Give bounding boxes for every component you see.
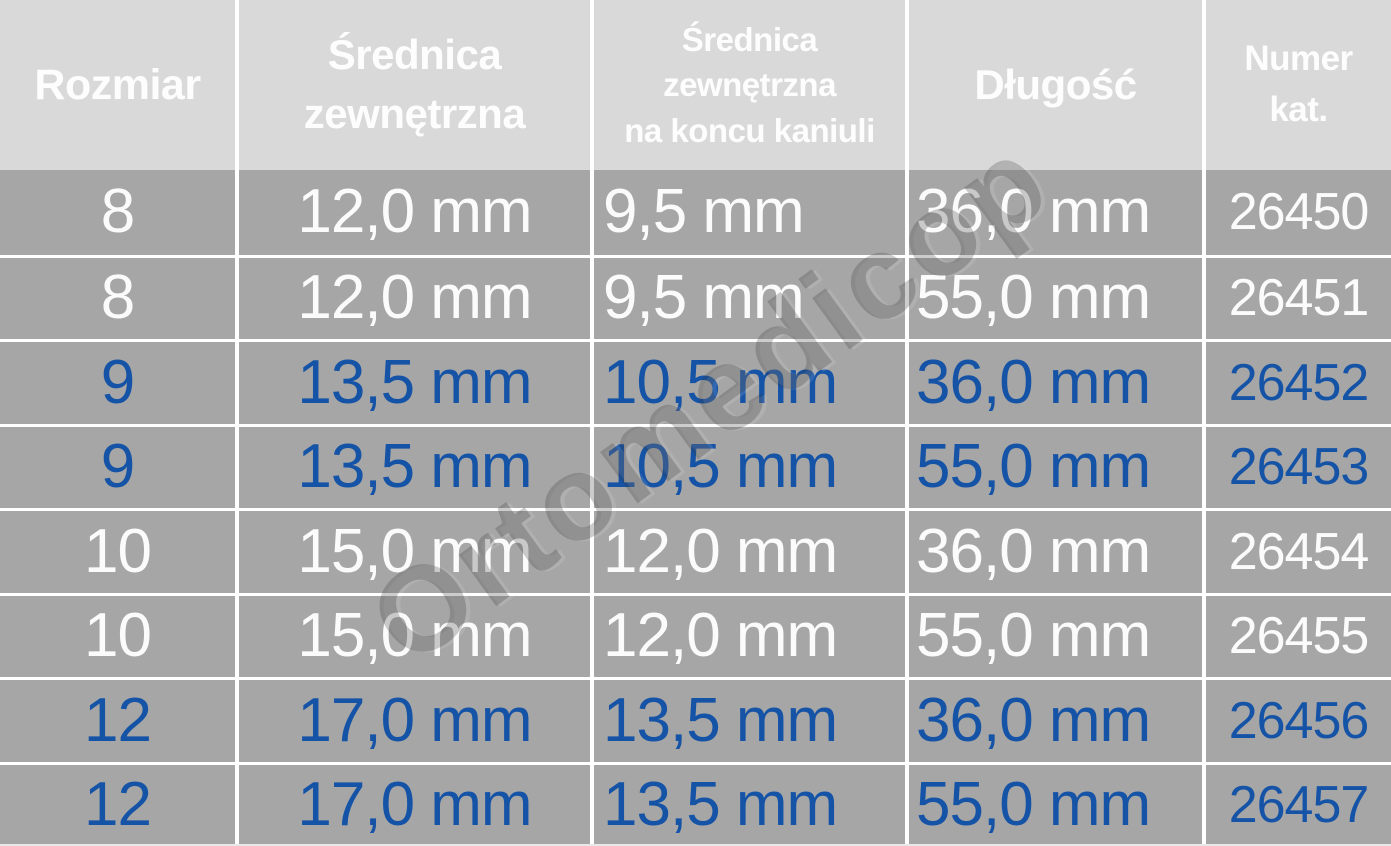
cell-cat-no: 26455 — [1202, 595, 1391, 677]
cell-tip-diameter: 9,5 mm — [590, 257, 905, 339]
table-row: 9 13,5 mm 10,5 mm 55,0 mm 26453 — [0, 423, 1391, 508]
table-row: 8 12,0 mm 9,5 mm 36,0 mm 26450 — [0, 170, 1391, 255]
cell-size: 9 — [100, 347, 135, 417]
cell-tip-diameter: 10,5 mm — [590, 426, 905, 508]
cell-size: 9 — [100, 432, 135, 502]
cell-size: 8 — [100, 177, 135, 247]
header-label: Średnica — [681, 20, 818, 58]
cell-size: 10 — [84, 516, 152, 586]
table-row: 12 17,0 mm 13,5 mm 36,0 mm 26456 — [0, 677, 1391, 762]
table-header-row: Rozmiar Średnica zewnętrzna Średnica zew… — [0, 0, 1391, 170]
cell-outer-diameter: 17,0 mm — [235, 764, 590, 844]
cell-cat-no: 26453 — [1202, 426, 1391, 508]
cell-tip-diameter: 12,0 mm — [590, 595, 905, 677]
header-label: Rozmiar — [34, 60, 201, 109]
cell-outer-diameter: 13,5 mm — [235, 426, 590, 508]
cell-outer-diameter: 15,0 mm — [235, 511, 590, 593]
cell-length: 36,0 mm — [905, 680, 1202, 762]
cell-tip-diameter: 13,5 mm — [590, 680, 905, 762]
cell-size: 12 — [84, 685, 152, 755]
cell-cat-no: 26454 — [1202, 511, 1391, 593]
table-row: 12 17,0 mm 13,5 mm 55,0 mm 26457 — [0, 761, 1391, 844]
header-label: na koncu kaniuli — [624, 111, 875, 149]
cell-tip-diameter: 10,5 mm — [590, 342, 905, 424]
cell-outer-diameter: 12,0 mm — [235, 170, 590, 255]
cell-tip-diameter: 12,0 mm — [590, 511, 905, 593]
table-row: 10 15,0 mm 12,0 mm 36,0 mm 26454 — [0, 508, 1391, 593]
cell-size: 8 — [100, 263, 135, 333]
cell-length: 55,0 mm — [905, 764, 1202, 844]
table-row: 8 12,0 mm 9,5 mm 55,0 mm 26451 — [0, 254, 1391, 339]
cell-cat-no: 26451 — [1202, 257, 1391, 339]
cell-size: 12 — [84, 770, 152, 840]
cell-size: 10 — [84, 601, 152, 671]
header-rozmiar: Rozmiar — [0, 0, 235, 170]
header-label: zewnętrzna — [663, 66, 836, 104]
cell-outer-diameter: 13,5 mm — [235, 342, 590, 424]
cell-cat-no: 26450 — [1202, 170, 1391, 255]
header-srednica-zewnetrzna: Średnica zewnętrzna — [235, 0, 590, 170]
header-numer-kat: Numer kat. — [1202, 0, 1391, 170]
cell-length: 55,0 mm — [905, 426, 1202, 508]
cell-length: 55,0 mm — [905, 257, 1202, 339]
cell-cat-no: 26457 — [1202, 764, 1391, 844]
cell-length: 36,0 mm — [905, 170, 1202, 255]
table-row: 10 15,0 mm 12,0 mm 55,0 mm 26455 — [0, 592, 1391, 677]
header-label: Długość — [974, 61, 1137, 108]
cell-outer-diameter: 17,0 mm — [235, 680, 590, 762]
cell-cat-no: 26452 — [1202, 342, 1391, 424]
header-label: Średnica — [327, 31, 502, 79]
cell-length: 55,0 mm — [905, 595, 1202, 677]
cell-tip-diameter: 9,5 mm — [590, 170, 905, 255]
cell-cat-no: 26456 — [1202, 680, 1391, 762]
cell-length: 36,0 mm — [905, 342, 1202, 424]
cell-length: 36,0 mm — [905, 511, 1202, 593]
table-row: 9 13,5 mm 10,5 mm 36,0 mm 26452 — [0, 339, 1391, 424]
header-label: kat. — [1269, 90, 1328, 129]
cell-tip-diameter: 13,5 mm — [590, 764, 905, 844]
header-label: Numer — [1244, 39, 1353, 79]
cell-outer-diameter: 15,0 mm — [235, 595, 590, 677]
header-label: zewnętrzna — [303, 90, 526, 137]
cell-outer-diameter: 12,0 mm — [235, 257, 590, 339]
header-srednica-koncu-kaniuli: Średnica zewnętrzna na koncu kaniuli — [590, 0, 905, 170]
header-dlugosc: Długość — [905, 0, 1202, 170]
